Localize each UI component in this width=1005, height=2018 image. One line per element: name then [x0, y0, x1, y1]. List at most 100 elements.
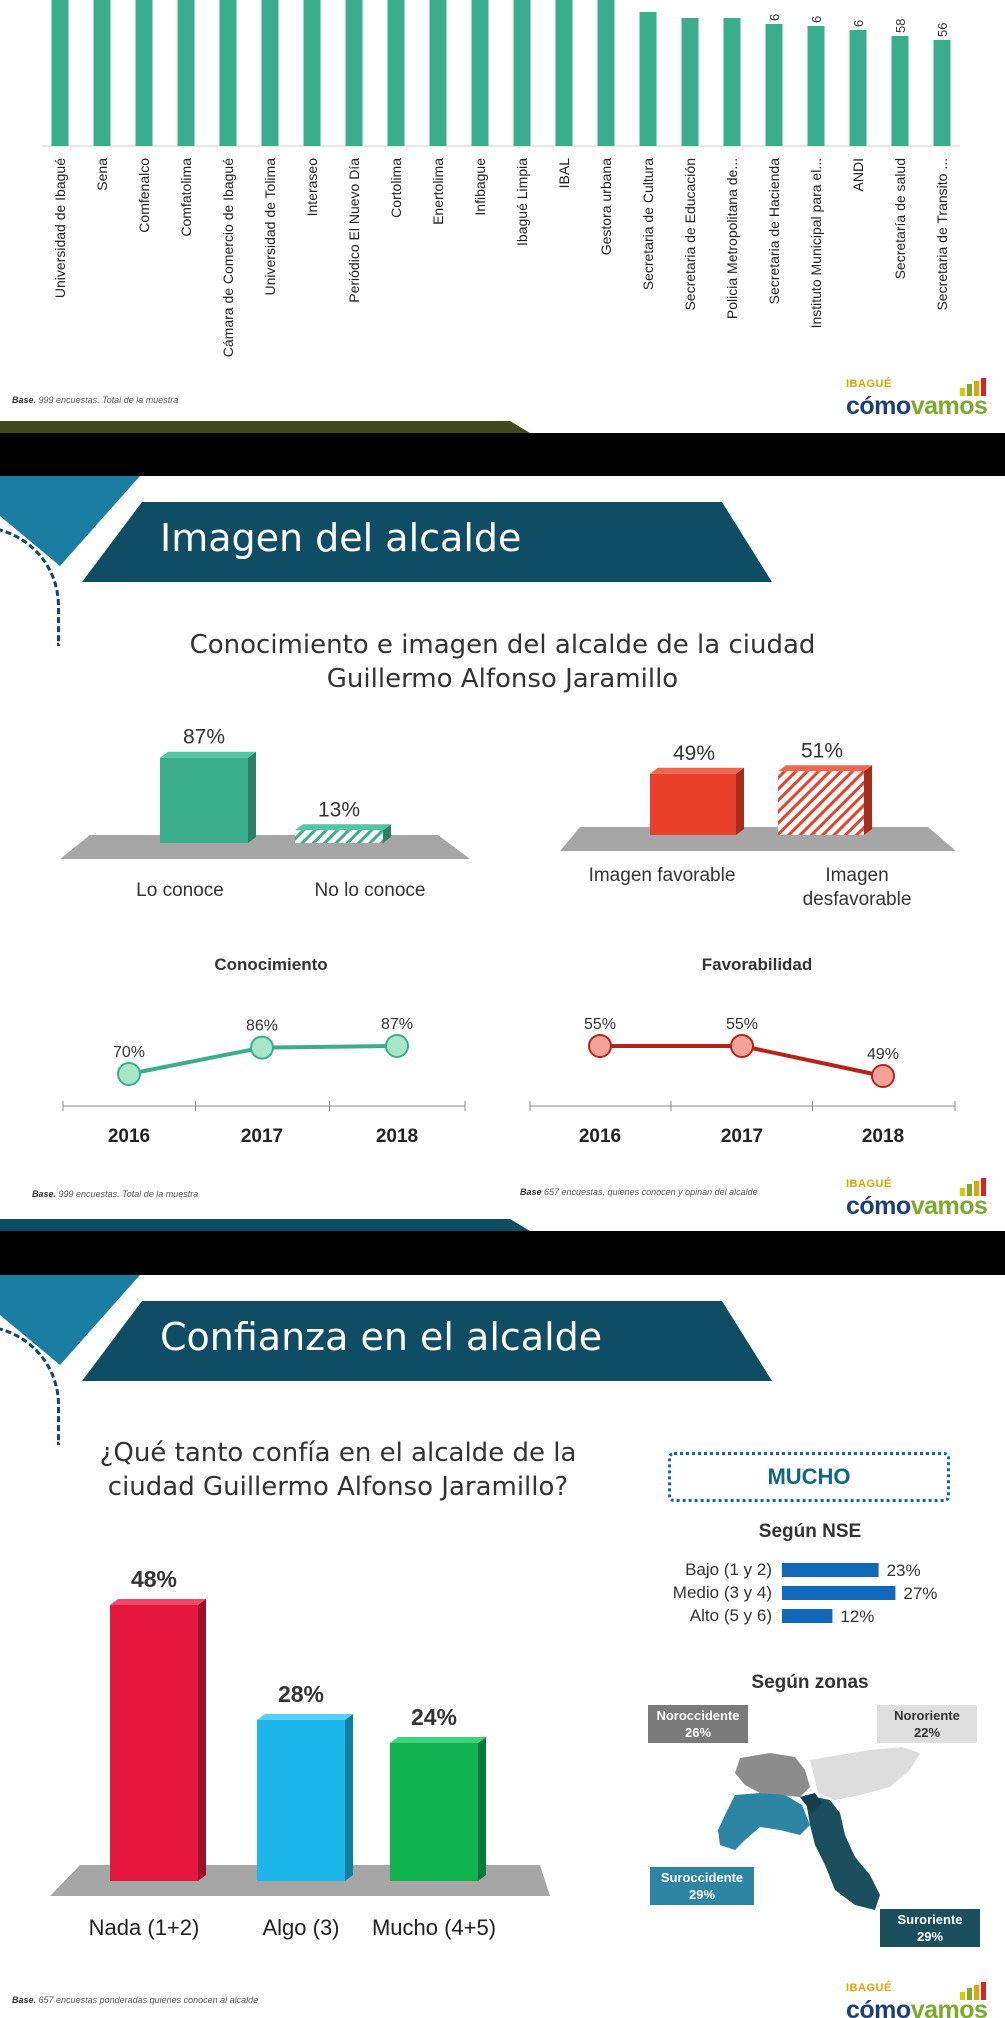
category-label: Cortolima	[388, 158, 404, 218]
confianza-bar-side	[345, 1714, 353, 1881]
bar-value-label: 28%	[278, 1681, 324, 1707]
bottom-strip	[0, 421, 530, 433]
title-banner	[82, 502, 772, 582]
image-bar-side	[736, 767, 744, 835]
logo-bars-icon	[960, 1178, 986, 1196]
bar-value-label: 6	[767, 14, 782, 21]
bar-value-label: 51%	[801, 739, 843, 762]
data-label: 55%	[726, 1016, 758, 1033]
category-label: Comfenalco	[136, 158, 152, 233]
conocimiento-line-chart: Conocimiento 70% 2016 86% 2017 87% 2018	[62, 955, 466, 1147]
bar	[681, 18, 699, 146]
line-chart-title: Conocimiento	[214, 955, 327, 974]
favorabilidad-line-chart: Favorabilidad 55% 2016 55% 2017 49% 2018	[529, 955, 956, 1147]
image-bar-side	[864, 765, 872, 835]
confianza-bar-top	[110, 1599, 206, 1605]
category-label: Mucho (4+5)	[372, 1915, 496, 1940]
category-label: Comfatolima	[178, 158, 194, 237]
bar	[345, 0, 363, 146]
category-label: Periódico El Nuevo Día	[346, 158, 362, 303]
image-bar-top	[650, 767, 744, 774]
bar	[807, 26, 825, 146]
bar	[219, 0, 237, 146]
city-zones-map	[718, 1747, 920, 1910]
slide-confianza-alcalde: Confianza en el alcalde ¿Qué tanto confí…	[0, 1275, 1005, 2018]
know-bar	[295, 830, 383, 843]
comovamos-logo: IBAGUÉ cómovamos	[846, 1982, 988, 2018]
bar	[51, 0, 69, 146]
category-label: Nada (1+2)	[89, 1915, 200, 1940]
base-note-2: Base 657 encuestas, quienes conocen y op…	[520, 1187, 758, 1197]
x-tick-label: 2017	[241, 1126, 283, 1147]
nse-bar-chart: Bajo (1 y 2) 23% Medio (3 y 4) 27% Alto (5 y…	[673, 1560, 938, 1626]
bar	[723, 18, 741, 146]
image-bar	[650, 773, 736, 835]
category-label: Secretaría de salud	[892, 158, 908, 279]
line-chart-title: Favorabilidad	[702, 955, 813, 974]
bar	[765, 24, 783, 146]
bar	[933, 40, 951, 146]
bar	[177, 0, 195, 146]
question-text: ¿Qué tanto confía en el alcalde de la ci…	[99, 1438, 577, 1502]
nse-bar	[782, 1563, 879, 1577]
bar-value-label: 6	[809, 16, 824, 23]
base-note-1: Base. 999 encuestas. Total de la muestra	[32, 1189, 199, 1199]
data-point	[117, 1062, 141, 1086]
zone-suroriente-shape	[805, 1795, 880, 1910]
category-label: IBAL	[556, 158, 572, 189]
category-label: Imagen favorable	[589, 865, 736, 886]
x-tick-label: 2016	[579, 1126, 621, 1147]
category-label: Gestora urbana	[598, 158, 614, 255]
bar-value-label: 87%	[183, 726, 225, 749]
zone-suroccidente-shape	[718, 1793, 810, 1850]
data-label: 87%	[381, 1016, 413, 1033]
confianza-bar-top	[390, 1737, 486, 1743]
bar-value-label: 58	[893, 19, 908, 33]
category-label: Interaseo	[304, 158, 320, 217]
confianza-bar-side	[198, 1599, 206, 1881]
category-label: Enertolima	[430, 158, 446, 225]
bar	[849, 30, 867, 146]
floor-shadow	[560, 827, 956, 851]
category-label: Secretaria de Cultura	[640, 158, 656, 291]
data-point	[385, 1033, 409, 1058]
nse-bar	[782, 1609, 833, 1623]
category-label: ANDI	[850, 158, 866, 191]
confianza-bar	[257, 1720, 345, 1881]
bar	[555, 0, 573, 146]
bar-value-label: 24%	[411, 1704, 457, 1730]
bar	[135, 0, 153, 146]
image-bar-top	[778, 765, 872, 772]
nse-value-label: 27%	[903, 1584, 937, 1603]
category-label: Secretaria de Transito ...	[934, 158, 950, 311]
data-point	[730, 1034, 754, 1058]
x-tick-label: 2016	[108, 1126, 150, 1147]
data-label: 86%	[246, 1018, 278, 1035]
base-note: Base. 999 encuestas. Total de la muestra	[12, 395, 179, 405]
zone-label-nororiente: Nororiente 22%	[877, 1705, 977, 1743]
category-label: Universidad de Ibagué	[52, 158, 68, 298]
zone-label-noroccidente: Noroccidente 26%	[648, 1705, 748, 1743]
bar-value-label: 13%	[318, 798, 360, 821]
x-tick-label: 2018	[376, 1126, 418, 1147]
zone-noroccidente-shape	[735, 1753, 810, 1797]
zonas-title: Según zonas	[751, 1672, 869, 1693]
confianza-bar-side	[478, 1737, 486, 1881]
nse-category-label: Medio (3 y 4)	[673, 1583, 772, 1602]
bar-value-label: 49%	[673, 742, 715, 765]
category-label: Universidad de Tolima	[262, 158, 278, 296]
bar	[471, 0, 489, 146]
slide-title: Confianza en el alcalde	[160, 1315, 603, 1359]
bar	[639, 12, 657, 146]
zone-nororiente-shape	[810, 1747, 920, 1800]
slide-imagen-alcalde: Imagen del alcalde Conocimiento e imagen…	[0, 476, 1005, 1231]
data-label: 55%	[584, 1016, 616, 1033]
knowledge-bar-chart: 87% Lo conoce 13% No lo conoce	[60, 726, 470, 901]
confianza-bar-top	[257, 1714, 353, 1720]
bar-value-label: 6	[851, 20, 866, 27]
bottom-strip	[0, 1219, 530, 1231]
bar-value-label: 48%	[131, 1566, 177, 1592]
subtitle: Conocimiento e imagen del alcalde de la …	[189, 630, 816, 694]
category-label: Ibagué Limpia	[514, 158, 530, 246]
know-bar-top	[295, 824, 391, 831]
